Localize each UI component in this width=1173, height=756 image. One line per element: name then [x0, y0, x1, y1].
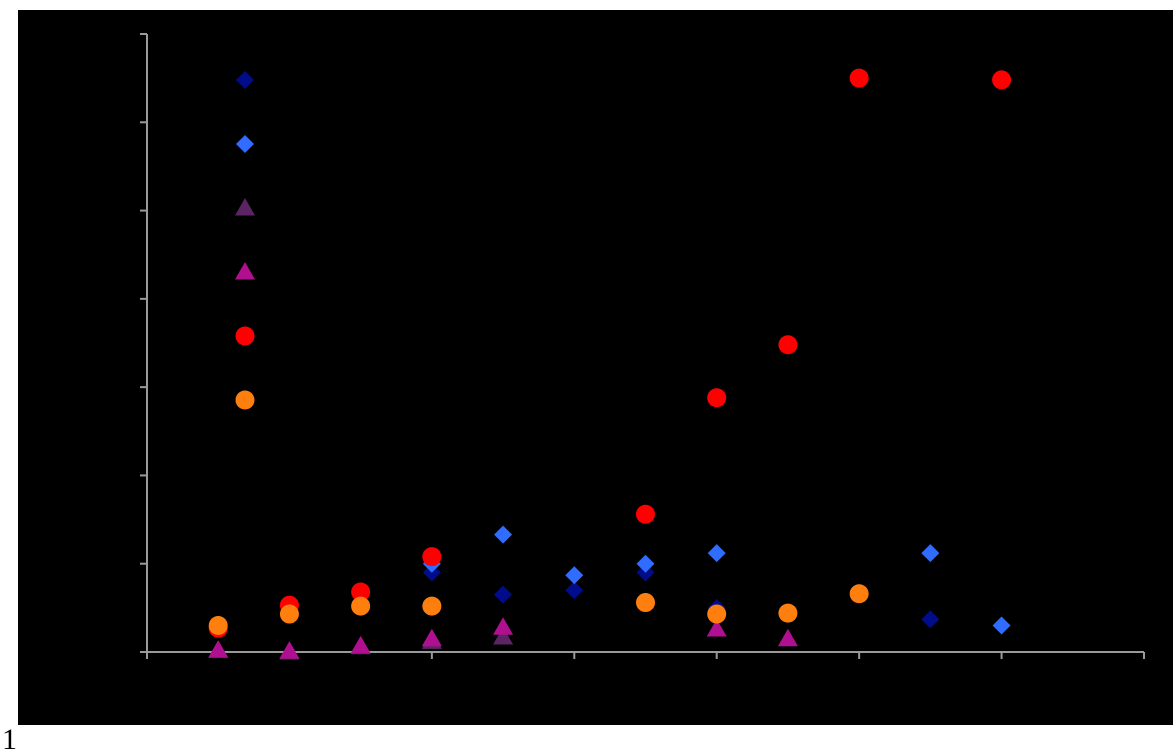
- series-1-point: [921, 610, 940, 629]
- series-2-point: [494, 525, 513, 544]
- plot-background: [18, 10, 1173, 725]
- series-2-point: [921, 544, 940, 563]
- series-4-point: [350, 635, 371, 654]
- series-5-point: [636, 504, 655, 524]
- series-4-point: [777, 628, 798, 647]
- series-4-point: [493, 617, 514, 635]
- series-6-point: [636, 593, 655, 613]
- series-2-point: [992, 616, 1011, 635]
- series-6-point: [707, 604, 727, 624]
- series-4-point: [421, 628, 442, 647]
- series-2-point: [636, 554, 655, 573]
- series-3-point: [493, 626, 514, 645]
- series-6-point: [778, 603, 798, 623]
- series-5-point: [422, 547, 442, 567]
- series-6-point: [351, 596, 371, 616]
- series-5-point: [351, 582, 371, 602]
- series-2-point: [707, 544, 726, 563]
- legend-marker-series-2: [236, 135, 254, 153]
- series-6-point: [279, 604, 299, 624]
- series-6-point: [849, 584, 869, 604]
- series-5-point: [778, 335, 798, 355]
- series-6-point: [422, 596, 442, 616]
- legend-marker-series-1: [236, 71, 254, 89]
- series-5-point: [707, 388, 727, 408]
- series-4-point: [208, 640, 229, 658]
- legend-marker-series-4: [235, 262, 255, 280]
- legend-marker-series-6: [235, 390, 255, 410]
- legend-marker-series-5: [235, 326, 255, 346]
- series-1-point: [565, 581, 584, 600]
- series-6-point: [208, 616, 228, 636]
- legend-marker-series-3: [235, 198, 255, 216]
- series-2-point: [565, 566, 584, 585]
- series-4-point: [279, 641, 300, 659]
- series-5-point: [849, 68, 869, 88]
- series-5-point: [992, 70, 1012, 90]
- page-number: 1: [2, 723, 17, 756]
- series-1-point: [494, 585, 513, 604]
- series-4-point: [706, 619, 727, 637]
